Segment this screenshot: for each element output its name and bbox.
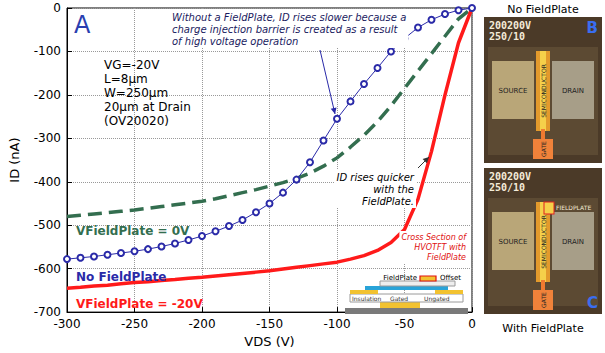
svg-text:FIELDPLATE: FIELDPLATE — [556, 204, 591, 211]
svg-text:-50: -50 — [395, 317, 415, 331]
svg-text:ID rises quicker: ID rises quicker — [337, 172, 415, 183]
svg-text:DRAIN: DRAIN — [562, 87, 584, 95]
svg-text:With FieldPlate: With FieldPlate — [502, 322, 584, 335]
svg-text:-700: -700 — [33, 305, 61, 320]
svg-text:A: A — [74, 11, 91, 39]
svg-text:-200: -200 — [34, 88, 61, 102]
svg-text:SOURCE: SOURCE — [499, 238, 528, 246]
svg-text:-100: -100 — [323, 317, 350, 331]
svg-text:0: 0 — [468, 317, 476, 331]
svg-text:HVOTFT with: HVOTFT with — [414, 243, 466, 252]
svg-text:No FieldPlate: No FieldPlate — [507, 3, 579, 16]
svg-text:-250: -250 — [121, 317, 148, 331]
svg-text:GATE: GATE — [540, 141, 547, 157]
svg-text:VFieldPlate = 0V: VFieldPlate = 0V — [76, 224, 190, 238]
svg-text:200200V: 200200V — [489, 20, 531, 31]
svg-text:-400: -400 — [34, 175, 61, 189]
svg-text:VG=-20V: VG=-20V — [104, 58, 160, 72]
svg-text:250/10: 250/10 — [489, 182, 525, 193]
svg-text:FieldPlate: FieldPlate — [427, 253, 466, 262]
svg-text:FieldPlate: FieldPlate — [383, 274, 417, 282]
svg-text:250/10: 250/10 — [489, 31, 525, 42]
svg-text:FieldPlate.: FieldPlate. — [362, 196, 414, 207]
svg-text:ID (nA): ID (nA) — [7, 137, 22, 182]
svg-text:200200V: 200200V — [489, 171, 531, 182]
svg-text:-200: -200 — [188, 317, 215, 331]
svg-text:Gated: Gated — [390, 295, 408, 302]
svg-text:Without a FieldPlate, ID rises: Without a FieldPlate, ID rises slower be… — [172, 12, 406, 23]
svg-text:Ungated: Ungated — [424, 295, 450, 303]
svg-text:-300: -300 — [53, 317, 80, 331]
svg-text:SOURCE: SOURCE — [499, 87, 528, 95]
svg-text:of high voltage operation: of high voltage operation — [172, 36, 298, 47]
svg-text:C: C — [587, 294, 598, 312]
svg-text:DRAIN: DRAIN — [562, 238, 584, 246]
svg-text:(OV20020): (OV20020) — [104, 114, 169, 128]
svg-text:-300: -300 — [34, 131, 61, 145]
svg-text:20µm at Drain: 20µm at Drain — [104, 100, 191, 114]
svg-text:Cross Section of: Cross Section of — [401, 233, 467, 242]
svg-text:No FieldPlate: No FieldPlate — [76, 270, 167, 284]
svg-text:Offset: Offset — [440, 274, 461, 282]
svg-text:with the: with the — [373, 184, 414, 195]
svg-text:SEMICONDUCTOR: SEMICONDUCTOR — [540, 64, 547, 118]
svg-text:-500: -500 — [34, 218, 61, 232]
svg-text:0: 0 — [53, 1, 61, 15]
svg-text:SEMICONDUCTOR: SEMICONDUCTOR — [540, 215, 547, 269]
svg-text:W=250µm: W=250µm — [104, 86, 168, 100]
svg-text:Insulation: Insulation — [352, 295, 382, 302]
svg-text:VDS (V): VDS (V) — [244, 334, 294, 349]
svg-text:-100: -100 — [34, 44, 61, 58]
svg-text:B: B — [587, 19, 598, 37]
svg-text:charge injection barrier is cr: charge injection barrier is created as a… — [172, 24, 399, 35]
svg-text:-150: -150 — [256, 317, 283, 331]
svg-text:VFieldPlate = -20V: VFieldPlate = -20V — [76, 297, 203, 311]
svg-text:-600: -600 — [34, 262, 61, 276]
svg-text:GATE: GATE — [540, 292, 547, 308]
svg-text:L=8µm: L=8µm — [104, 72, 148, 86]
